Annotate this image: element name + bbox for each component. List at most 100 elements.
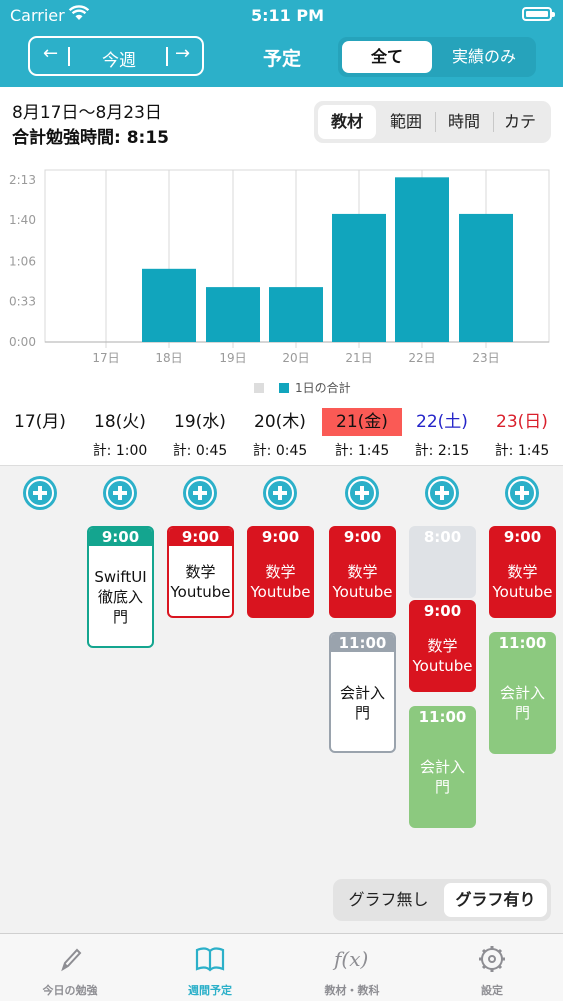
carrier-label: Carrier [10,6,65,25]
add-plan-button[interactable] [23,476,57,510]
add-plan-button[interactable] [263,476,297,510]
plan-start-time: 9:00 [249,528,312,546]
day-total: 計: 1:00 [92,443,148,459]
tab-bar: 今日の勉強 週間予定 f(x) 教材・教科 設定 [0,933,563,1001]
filter-segmented-control: 全て 実績のみ [338,37,536,77]
plan-start-time: 11:00 [491,634,554,652]
plan-start-time: 9:00 [331,528,394,546]
x-tick-label: 23日 [472,351,499,365]
tab-label: 週間予定 [188,984,232,997]
add-plan-button[interactable] [345,476,379,510]
graph-toggle-segmented-control: グラフ無し グラフ有り [333,879,551,921]
plan-title: 会計入門 [499,684,545,722]
plan-card[interactable]: 11:00 会計入門 [409,706,476,828]
plan-title: 数学Youtube [332,563,393,601]
chart-bar [395,177,449,342]
week-label: 今週 [102,51,136,71]
pencil-icon [61,948,82,972]
plan-card[interactable]: 9:00 SwiftUI徹底入門 [87,526,154,648]
plan-start-time: 11:00 [331,634,394,652]
day-header: 18(火) [94,412,146,432]
navigation-bar: Carrier 5:11 PM ← 今週 → 予定 全て 実績のみ [0,0,563,87]
prev-week-button[interactable]: ← [43,43,59,64]
x-tick-label: 18日 [155,351,182,365]
divider [493,112,494,132]
group-by-range-option[interactable]: 範囲 [389,112,422,131]
plan-title: 数学Youtube [250,563,311,601]
gear-icon [479,946,505,972]
tab-today-study[interactable]: 今日の勉強 [0,934,140,1001]
plan-start-time: 9:00 [491,528,554,546]
add-plan-button[interactable] [425,476,459,510]
battery-icon [522,7,555,21]
plan-title: 会計入門 [419,758,465,796]
y-tick-label: 2:13 [9,173,36,187]
group-by-time-option[interactable]: 時間 [447,112,480,131]
tab-label: 今日の勉強 [42,984,98,997]
plan-card[interactable]: 11:00 会計入門 [489,632,556,754]
graph-on-option[interactable]: グラフ有り [444,883,547,917]
book-icon [195,947,225,972]
day-total: 計: 1:45 [494,443,550,459]
day-header: 21(金) [322,408,402,436]
divider [0,465,563,466]
divider [435,112,436,132]
plan-card[interactable]: 9:00 数学Youtube [409,600,476,692]
chart-bar [459,213,513,342]
page-title: 予定 [262,48,301,70]
plan-title [411,548,474,596]
plan-start-time: 8:00 [411,528,474,546]
x-tick-label: 17日 [92,351,119,365]
x-tick-label: 22日 [408,351,435,365]
day-header: 20(木) [254,412,306,432]
add-plan-button[interactable] [103,476,137,510]
group-by-material-option[interactable]: 教材 [318,105,376,139]
plan-title: 数学Youtube [170,563,231,601]
divider [68,47,70,66]
x-tick-label: 21日 [345,351,372,365]
tab-materials-subjects[interactable]: f(x) 教材・教科 [282,934,422,1001]
tab-label: 教材・教科 [324,984,380,997]
chart-bar [142,268,196,342]
add-plan-button[interactable] [505,476,539,510]
x-tick-label: 19日 [219,351,246,365]
divider [166,47,168,66]
y-tick-label: 1:40 [9,213,36,227]
group-by-category-option[interactable]: カテ [503,112,536,131]
plan-title: 数学Youtube [412,637,473,675]
function-icon: f(x) [332,947,368,971]
tab-settings[interactable]: 設定 [422,934,562,1001]
filter-actual-only-option[interactable]: 実績のみ [451,47,516,66]
next-week-button[interactable]: → [175,43,191,64]
tab-weekly-schedule[interactable]: 週間予定 [140,934,280,1001]
day-header: 19(水) [174,412,226,432]
plan-card[interactable]: 8:00 [409,526,476,598]
group-by-segmented-control: 教材 範囲 時間 カテ [314,101,551,143]
plan-card[interactable]: 9:00 数学Youtube [329,526,396,618]
day-total: 計: 1:45 [334,443,390,459]
add-plan-button[interactable] [183,476,217,510]
plan-card[interactable]: 9:00 数学Youtube [489,526,556,618]
day-header: 17(月) [14,412,66,432]
chart-bar [269,287,323,342]
chart-bar [332,213,386,342]
graph-off-option[interactable]: グラフ無し [348,890,429,909]
y-tick-label: 0:00 [9,335,36,349]
plan-card[interactable]: 9:00 数学Youtube [247,526,314,618]
plan-card[interactable]: 9:00 数学Youtube [167,526,234,618]
plan-start-time: 9:00 [411,602,474,620]
day-total: 計: 0:45 [172,443,228,459]
day-total: 計: 0:45 [252,443,308,459]
day-header: 23(日) [496,412,548,432]
week-navigator: ← 今週 → [28,36,204,76]
plan-start-time: 11:00 [411,708,474,726]
clock-label: 5:11 PM [251,6,325,25]
plan-start-time: 9:00 [89,528,152,546]
filter-all-option[interactable]: 全て [342,41,432,73]
plan-start-time: 9:00 [169,528,232,546]
tab-label: 設定 [481,984,503,997]
plan-card[interactable]: 11:00 会計入門 [329,632,396,753]
legend-swatch [279,383,289,393]
y-tick-label: 1:06 [9,254,36,268]
plan-title: 会計入門 [339,683,385,722]
